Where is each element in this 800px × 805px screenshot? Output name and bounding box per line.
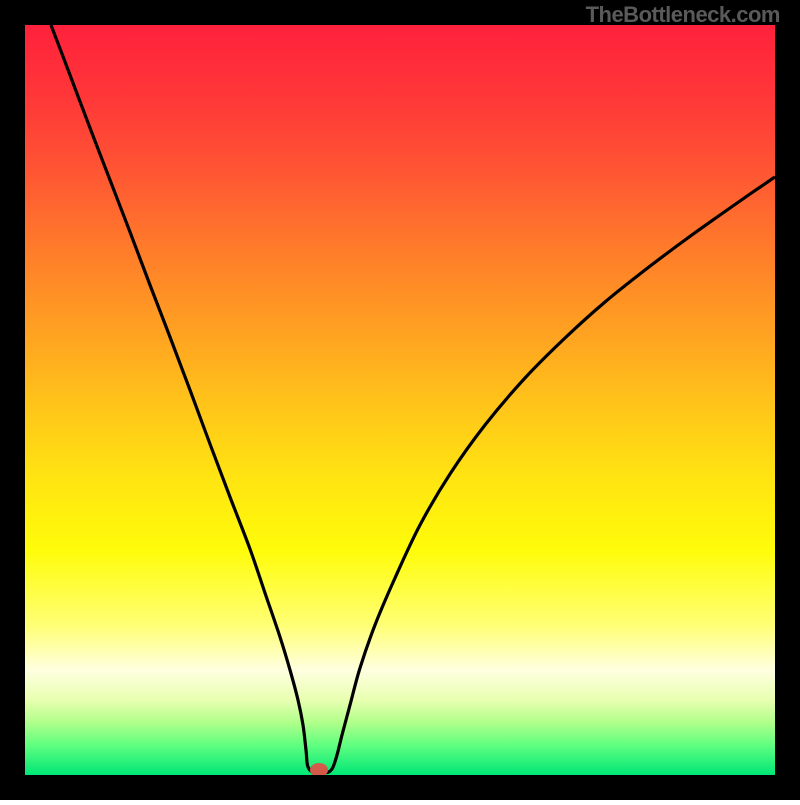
optimal-marker — [310, 763, 328, 777]
chart-container: TheBottleneck.com — [0, 0, 800, 800]
bottleneck-chart — [0, 0, 800, 800]
watermark-text: TheBottleneck.com — [586, 2, 780, 28]
gradient-background — [25, 25, 775, 775]
